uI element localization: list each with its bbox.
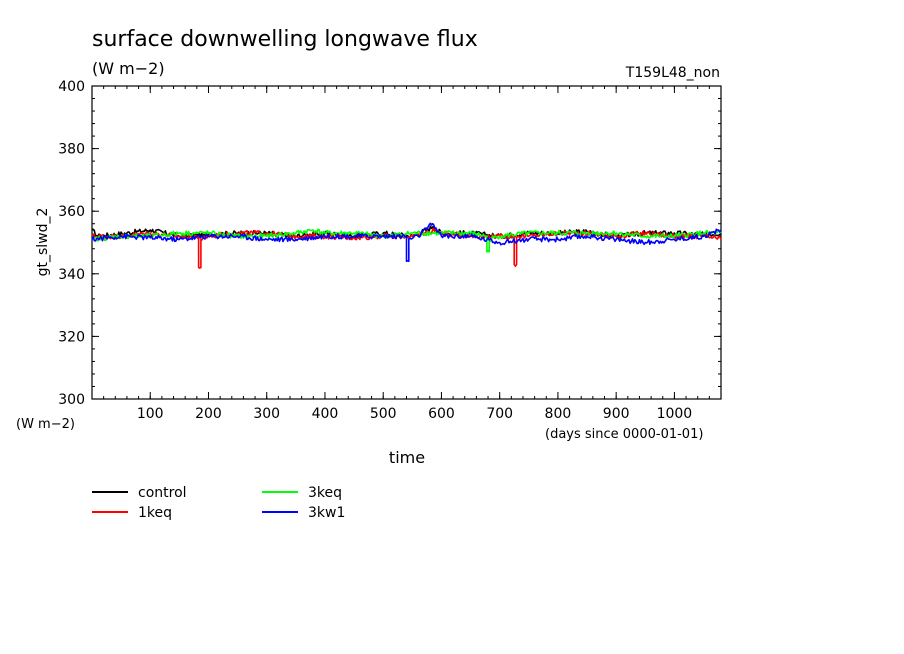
series-line-3kw1 (91, 222, 722, 263)
y-tick-label: 320 (58, 329, 85, 345)
legend-label-3keq: 3keq (308, 485, 342, 501)
axis-ticks: 100 200 300 400 500 600 700 800 900 1000 300 320 340… (58, 79, 721, 422)
y-axis-label: gt_slwd_2 (35, 208, 51, 277)
series-lines (91, 222, 722, 269)
y-axis-units: (W m−2) (16, 417, 75, 432)
x-tick-label: 300 (253, 406, 280, 422)
x-tick-label: 400 (312, 406, 339, 422)
x-tick-label: 100 (137, 406, 164, 422)
x-tick-label: 900 (603, 406, 630, 422)
x-tick-label: 600 (428, 406, 455, 422)
x-axis-units: (days since 0000-01-01) (545, 427, 703, 442)
y-tick-label: 340 (58, 267, 85, 283)
y-tick-label: 360 (58, 204, 85, 220)
x-tick-label: 500 (370, 406, 397, 422)
x-tick-label: 200 (195, 406, 222, 422)
x-tick-label: 800 (545, 406, 572, 422)
x-tick-label: 700 (486, 406, 513, 422)
y-tick-label: 400 (58, 79, 85, 95)
run-id: T159L48_non (625, 65, 720, 81)
y-tick-label: 300 (58, 392, 85, 408)
chart-title: surface downwelling longwave flux (92, 27, 478, 52)
chart-units: (W m−2) (92, 59, 165, 78)
x-tick-label: 1000 (657, 406, 693, 422)
x-axis-label: time (389, 448, 425, 467)
y-tick-label: 380 (58, 142, 85, 158)
legend-label-control: control (138, 485, 187, 501)
legend: control 1keq 3keq 3kw1 (92, 485, 345, 521)
legend-label-3kw1: 3kw1 (308, 505, 345, 521)
series-line-3keq (91, 228, 722, 253)
legend-label-1keq: 1keq (138, 505, 172, 521)
